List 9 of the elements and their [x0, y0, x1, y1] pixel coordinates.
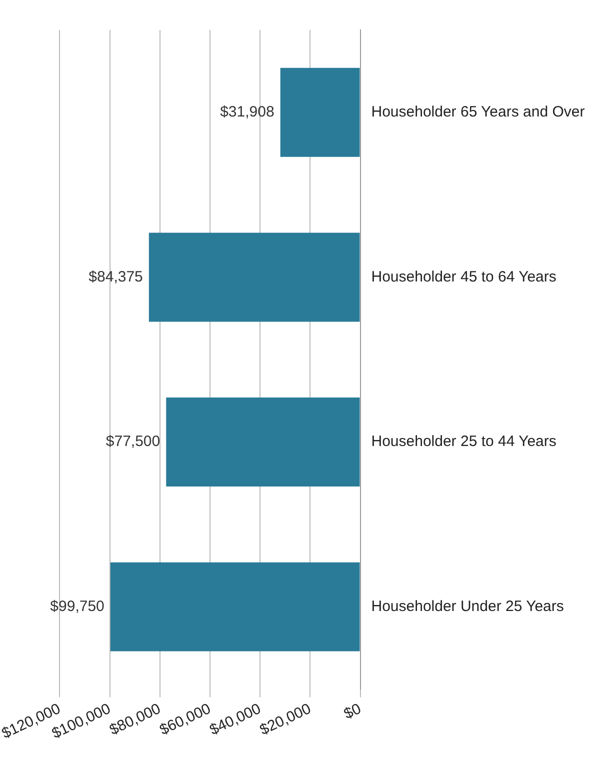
x-tick-label: $0 — [341, 700, 364, 723]
y-tick-label: Householder 45 to 64 Years — [371, 268, 556, 286]
data-label: $31,908 — [220, 104, 274, 121]
data-label: $84,375 — [88, 268, 143, 286]
data-label: $77,500 — [106, 433, 160, 450]
y-tick-label: Householder 25 to 44 Years — [371, 433, 556, 450]
y-tick-label: Householder Under 25 Years — [371, 598, 564, 615]
y-tick-label: Householder 65 Years and Over — [371, 104, 585, 121]
data-label: $99,750 — [50, 598, 104, 615]
